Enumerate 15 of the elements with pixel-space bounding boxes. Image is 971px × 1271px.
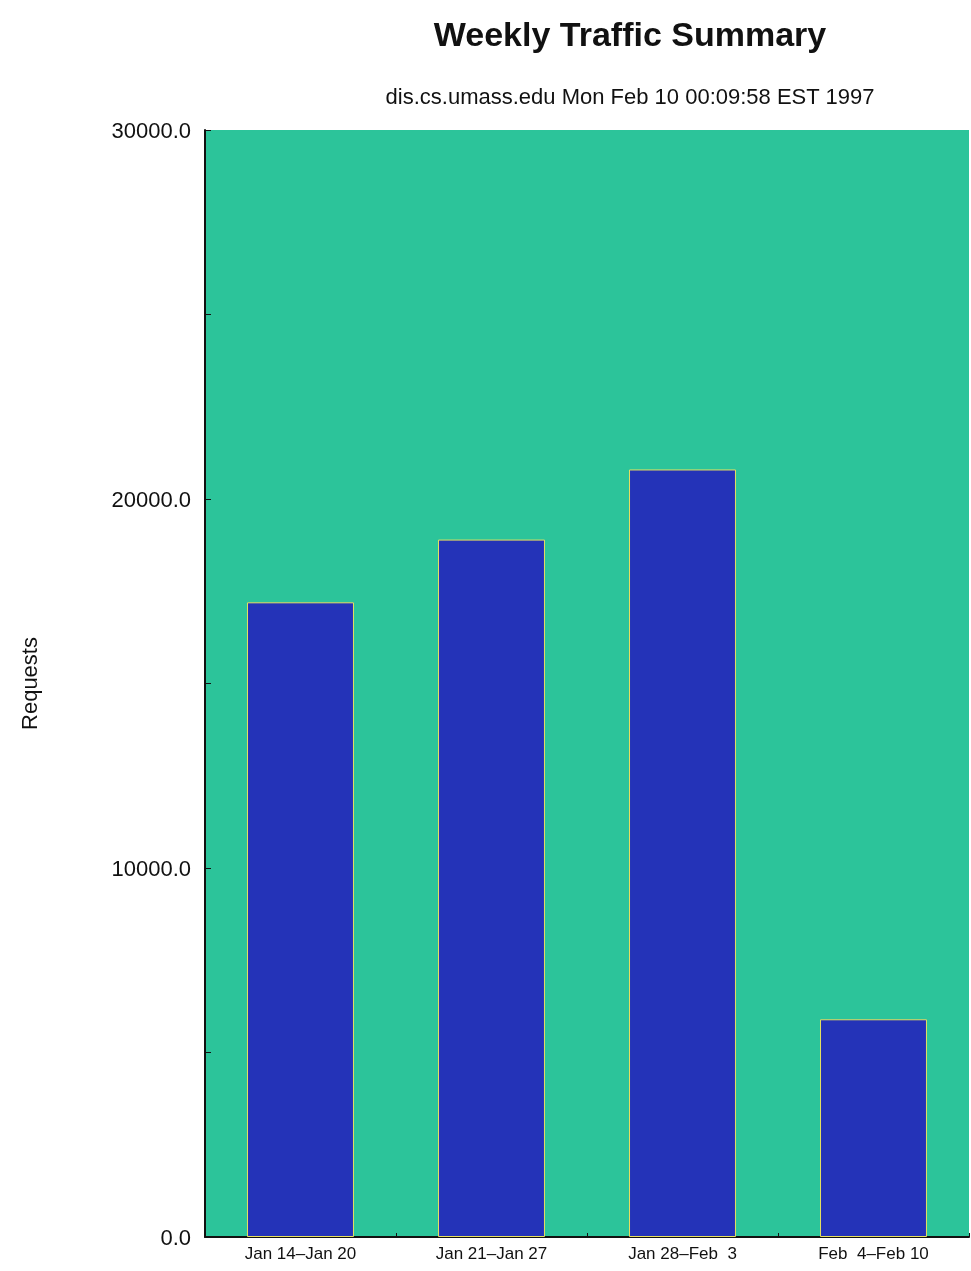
x-tick-label: Jan 28–Feb 3 — [628, 1244, 737, 1263]
y-tick-label: 0.0 — [160, 1224, 191, 1250]
chart-title: Weekly Traffic Summary — [433, 15, 827, 53]
x-tick-label: Feb 4–Feb 10 — [818, 1244, 929, 1263]
bar — [629, 469, 736, 1237]
x-tick-label: Jan 14–Jan 20 — [244, 1244, 357, 1263]
bar — [820, 1019, 927, 1237]
bar — [247, 602, 354, 1237]
y-axis-title: Requests — [16, 637, 42, 730]
x-tick-label: Jan 21–Jan 27 — [435, 1244, 548, 1263]
bar — [438, 539, 545, 1237]
chart-subtitle: dis.cs.umass.edu Mon Feb 10 00:09:58 EST 1997 — [385, 83, 875, 109]
y-tick-label: 10000.0 — [111, 855, 191, 881]
y-tick-label: 30000.0 — [111, 117, 191, 143]
y-tick-label: 20000.0 — [111, 486, 191, 512]
